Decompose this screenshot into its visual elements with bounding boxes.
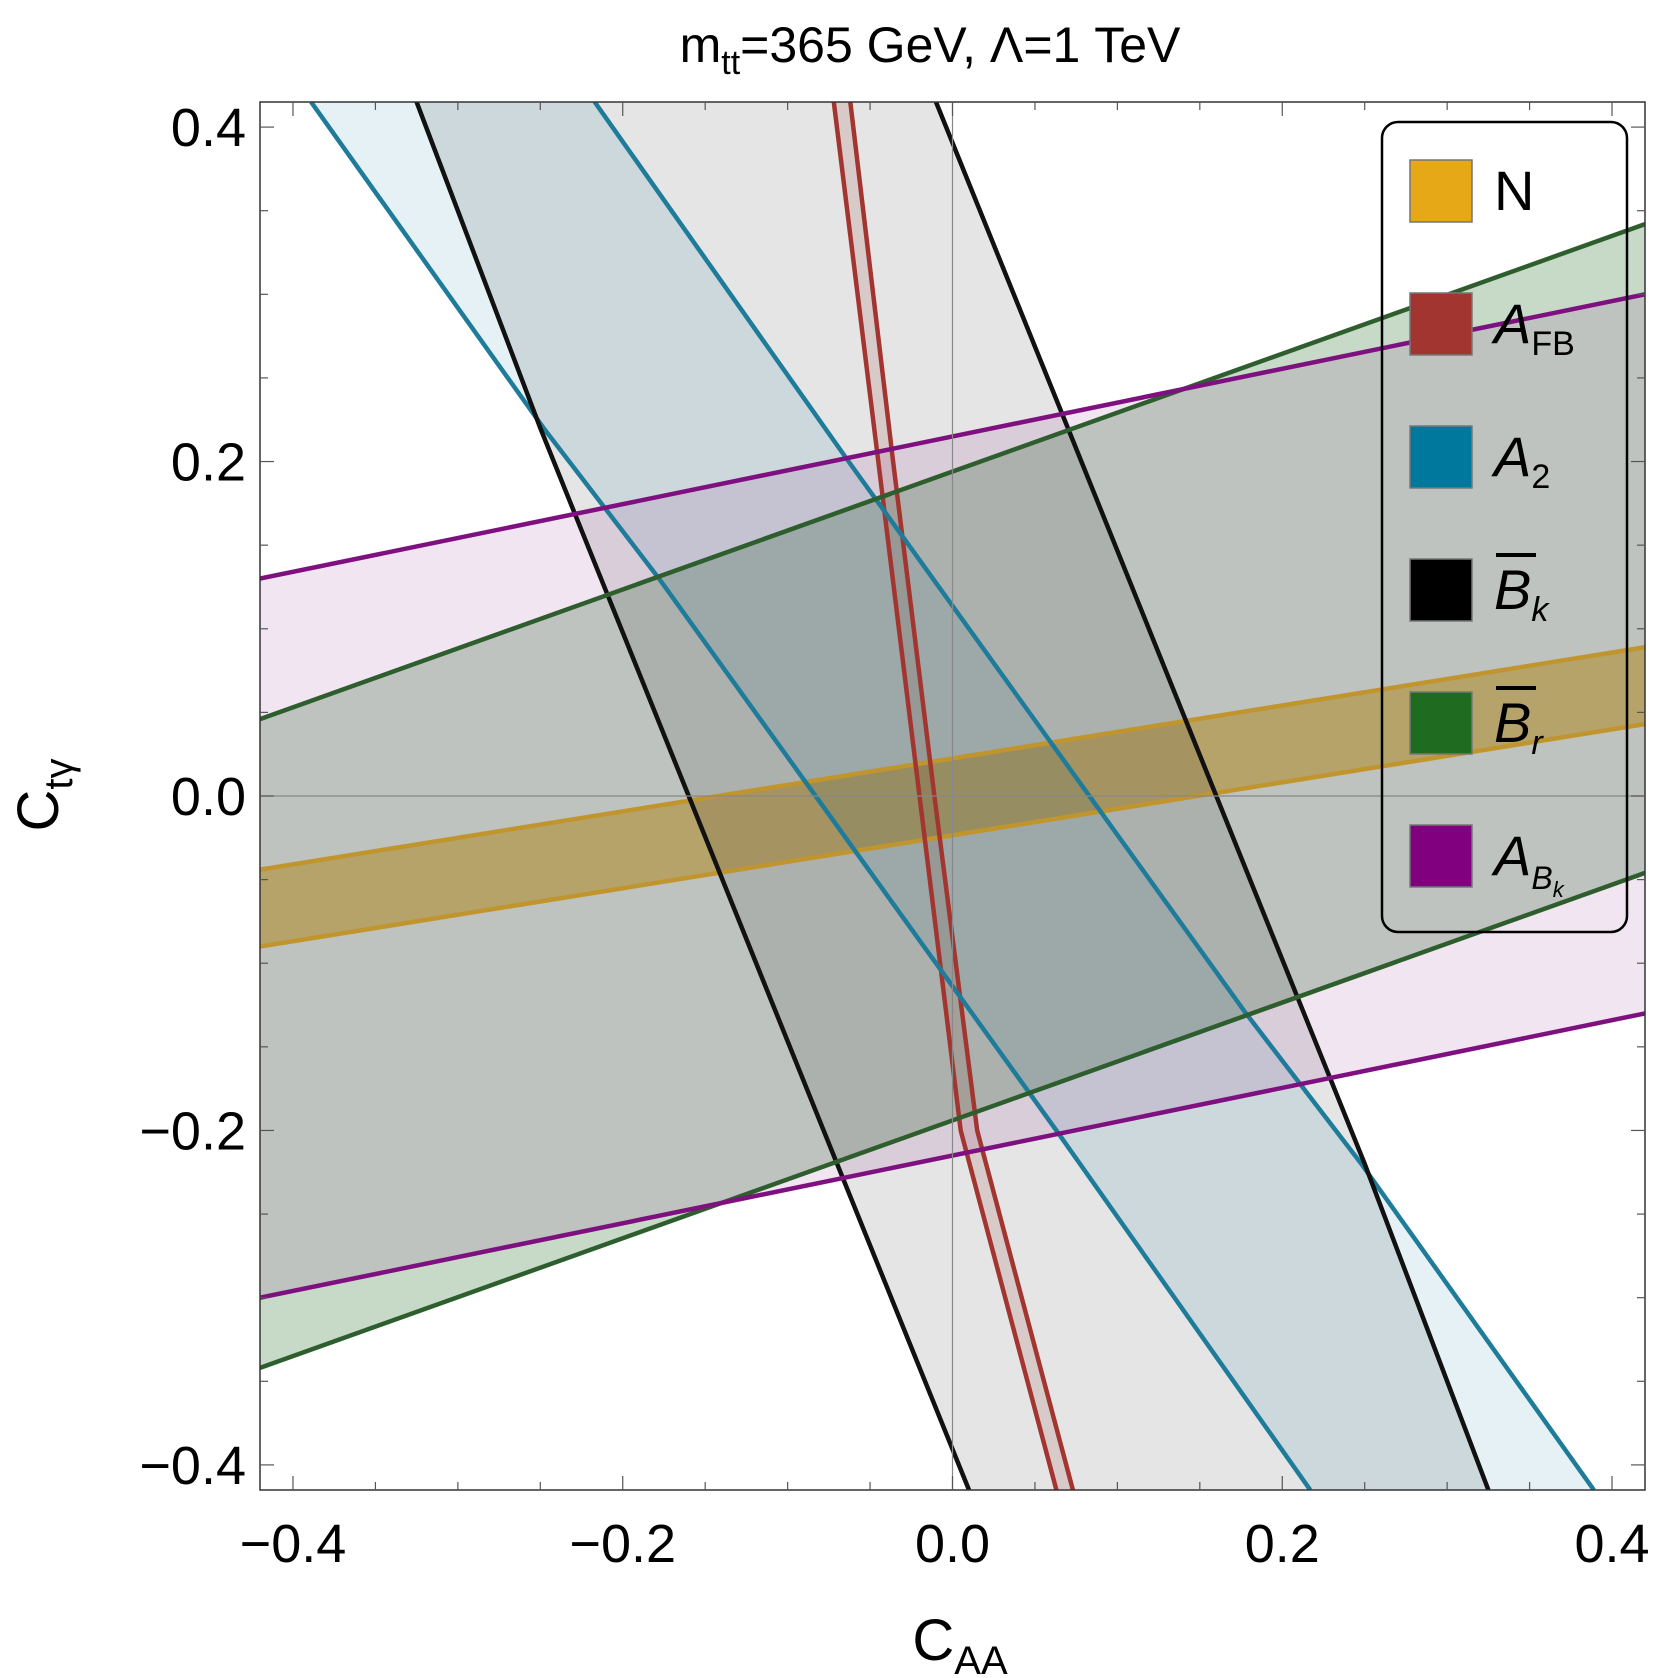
legend-swatch-1 <box>1409 292 1473 356</box>
y-tick-label: −0.2 <box>139 1101 246 1161</box>
y-tick-label: −0.4 <box>139 1436 246 1496</box>
legend-swatch-4 <box>1409 691 1473 755</box>
x-axis-label: CAA <box>912 1608 1008 1678</box>
legend-label-5: ABk <box>1491 824 1565 902</box>
legend: N AFB A2 Bk Br ABk <box>1380 120 1629 934</box>
boundary-line-2-1 <box>592 102 1596 1490</box>
legend-box <box>1380 120 1629 934</box>
axis-ticks <box>260 102 1645 1490</box>
band-1 <box>833 102 1073 1490</box>
chart-title: mtt=365 GeV, Λ=1 TeV <box>680 17 1181 82</box>
y-tick-label: 0.2 <box>171 433 246 493</box>
x-tick-label: −0.4 <box>240 1514 347 1574</box>
title-text: mtt=365 GeV, Λ=1 TeV <box>680 17 1181 82</box>
legend-swatch-3 <box>1409 558 1473 622</box>
axis-labels: −0.4 −0.2 0.0 0.2 0.4 −0.4 −0.2 0.0 0.2 0.4 CAA Ctγ <box>6 98 1650 1678</box>
x-tick-label: 0.2 <box>1245 1514 1320 1574</box>
legend-swatch-2 <box>1409 425 1473 489</box>
legend-swatch-5 <box>1409 824 1473 888</box>
legend-label-0: N <box>1494 159 1534 222</box>
legend-label-3: Bk <box>1494 558 1550 629</box>
axes <box>260 102 1645 1490</box>
legend-label-1: AFB <box>1491 292 1575 363</box>
legend-label-2: A2 <box>1491 425 1550 496</box>
y-tick-label: 0.0 <box>171 767 246 827</box>
boundary-line-2-0 <box>309 102 1313 1490</box>
x-tick-label: 0.0 <box>915 1514 990 1574</box>
legend-label-4: Br <box>1494 691 1544 762</box>
y-tick-label: 0.4 <box>171 98 246 158</box>
x-tick-label: −0.2 <box>569 1514 676 1574</box>
x-tick-label: 0.4 <box>1574 1514 1649 1574</box>
legend-swatch-0 <box>1409 159 1473 223</box>
y-axis-label: Ctγ <box>6 758 81 831</box>
